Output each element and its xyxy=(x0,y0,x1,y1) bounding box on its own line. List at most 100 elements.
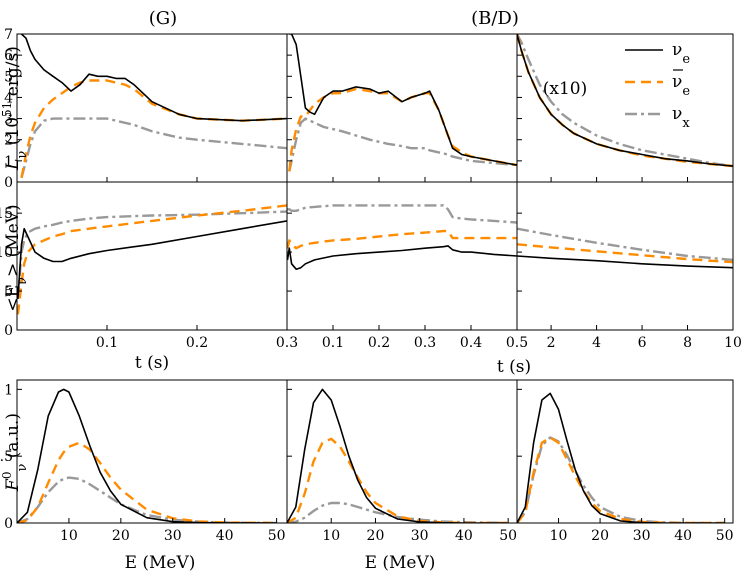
x-tick-label: 20 xyxy=(367,528,385,544)
label-part: > (MeV) xyxy=(3,204,23,277)
x-tick-label: 10 xyxy=(322,528,340,544)
series-nu_e-luminosity_G xyxy=(20,34,287,122)
legend-subscript: e xyxy=(682,52,690,67)
series-nubar_e-energy_BD xyxy=(287,229,517,250)
x-tick-label: 0.3 xyxy=(276,335,298,351)
series-nu_e-energy_BD xyxy=(287,245,517,270)
x-tick-label: 0.2 xyxy=(186,335,208,351)
y-tick-label: 1 xyxy=(4,154,13,170)
series-nu_e-energy_late xyxy=(517,255,733,269)
series-nu_e-spectrum_BD xyxy=(287,388,509,523)
label-part: (a.u.) xyxy=(3,413,23,464)
y-axis-label-luminosity: Lν (1051 erg/s) xyxy=(0,46,30,171)
x-tick-label: 0.4 xyxy=(460,335,482,351)
series-nu_x-spectrum_G xyxy=(17,476,277,523)
y-tick-label: 0 xyxy=(4,175,13,191)
label-part: (10 xyxy=(3,117,23,151)
series-nu_e-luminosity_late xyxy=(517,34,733,167)
y-tick-label: 6 xyxy=(4,48,13,64)
x-tick-label: 30 xyxy=(633,528,651,544)
series-nu_x-energy_late xyxy=(517,227,733,262)
column-title-G: (G) xyxy=(149,8,177,29)
column-title-BD: (B/D) xyxy=(471,8,519,29)
label-part: ν xyxy=(15,277,30,285)
x-tick-label: 30 xyxy=(164,528,182,544)
series-nubar_e-spectrum_G xyxy=(17,441,277,523)
x-tick-label: 30 xyxy=(411,528,429,544)
x-tick-label: 0.5 xyxy=(506,335,528,351)
label-part: 0 xyxy=(0,472,14,480)
y-tick-label: 3 xyxy=(4,112,13,128)
panel-frame xyxy=(516,379,734,524)
y-tick-label: 0 xyxy=(4,516,13,532)
series-nu_x-luminosity_BD xyxy=(288,117,517,172)
series-nubar_e-spectrum_late xyxy=(517,436,725,523)
x-axis-label-energy: E (MeV) xyxy=(125,553,196,573)
panel-frame xyxy=(516,181,734,331)
x-axis-label-time: t (s) xyxy=(135,353,169,373)
y-tick-label: 5 xyxy=(4,69,13,85)
x-axis-label-energy: E (MeV) xyxy=(365,553,436,573)
panel-luminosity_G: 0 1 2 3 4 5 6 7 xyxy=(4,27,288,191)
legend-symbol: ν xyxy=(672,72,682,92)
legend-subscript: e xyxy=(682,84,690,99)
panel-spectrum_G: 0 0.5 1 10 20 30 40 50 xyxy=(0,379,288,544)
panel-spectrum_BD: 10 20 30 40 50 xyxy=(286,379,518,544)
panel-energy_late: 2 4 6 8 10 xyxy=(516,181,742,351)
x-tick-label: 50 xyxy=(716,528,734,544)
x-tick-label: 0.1 xyxy=(96,335,118,351)
panel-energy_BD: 0.1 0.2 0.3 0.4 0.5 xyxy=(286,181,528,351)
series-nubar_e-luminosity_G xyxy=(20,79,287,179)
y-tick-label: 1 xyxy=(4,382,13,398)
legend-label-nubar_e: νe xyxy=(672,72,690,99)
panel-spectrum_late: 10 20 30 40 50 xyxy=(516,379,734,544)
x-axis-label-time: t (s) xyxy=(497,357,531,377)
y-tick-label: 0.5 xyxy=(0,449,13,465)
label-part: L xyxy=(3,159,23,171)
label-part: ν xyxy=(15,151,30,159)
label-part: 51 xyxy=(0,102,14,117)
panel-luminosity_late xyxy=(516,33,734,183)
series-nu_e-luminosity_BD xyxy=(289,34,517,166)
series-nubar_e-energy_late xyxy=(517,243,733,264)
series-nu_x-spectrum_BD xyxy=(287,501,509,523)
series-nu_x-spectrum_late xyxy=(517,436,725,523)
legend-symbol: ν xyxy=(672,104,682,124)
y-tick-label: 2 xyxy=(4,133,13,149)
x-tick-label: 4 xyxy=(592,335,601,351)
label-part: <E xyxy=(3,285,23,312)
x-tick-label: 20 xyxy=(112,528,130,544)
legend-label-nu_e: νe xyxy=(672,40,690,67)
x-tick-label: 20 xyxy=(591,528,609,544)
label-part: erg/s) xyxy=(3,46,23,102)
series-nu_e-spectrum_G xyxy=(17,388,277,523)
x-tick-label: 50 xyxy=(499,528,517,544)
y-tick-label: 7 xyxy=(4,27,13,43)
y-axis-label-spectrum: F0ν (a.u.) xyxy=(0,413,30,492)
x-tick-label: 0.1 xyxy=(322,335,344,351)
legend-subscript: x xyxy=(682,116,690,131)
legend-label-nu_x: νx xyxy=(672,104,690,131)
y-tick-label: 10 xyxy=(0,245,13,261)
legend-symbol: ν xyxy=(672,40,682,60)
series-nu_x-luminosity_G xyxy=(20,117,287,179)
x-tick-label: 0.2 xyxy=(368,335,390,351)
y-tick-label: 5 xyxy=(4,284,13,300)
y-axis-label-energy: <Eν> (MeV) xyxy=(3,204,30,311)
y-tick-label: 0 xyxy=(4,323,13,339)
x-tick-label: 2 xyxy=(547,335,556,351)
series-nu_x-energy_G xyxy=(17,210,287,299)
x-tick-label: 50 xyxy=(268,528,286,544)
x-tick-label: 8 xyxy=(683,335,692,351)
series-nu_x-luminosity_late xyxy=(517,34,733,168)
panel-energy_G: 0 5 10 15 0.1 0.2 0.3 xyxy=(0,181,298,351)
x-tick-label: 10 xyxy=(550,528,568,544)
x-tick-label: 40 xyxy=(216,528,234,544)
x-tick-label: 40 xyxy=(455,528,473,544)
x-tick-label: 0.3 xyxy=(414,335,436,351)
annotation-x10: (x10) xyxy=(543,79,587,99)
y-tick-label: 15 xyxy=(0,206,13,222)
panel-luminosity_BD xyxy=(286,33,518,183)
panel-frame xyxy=(16,379,288,524)
